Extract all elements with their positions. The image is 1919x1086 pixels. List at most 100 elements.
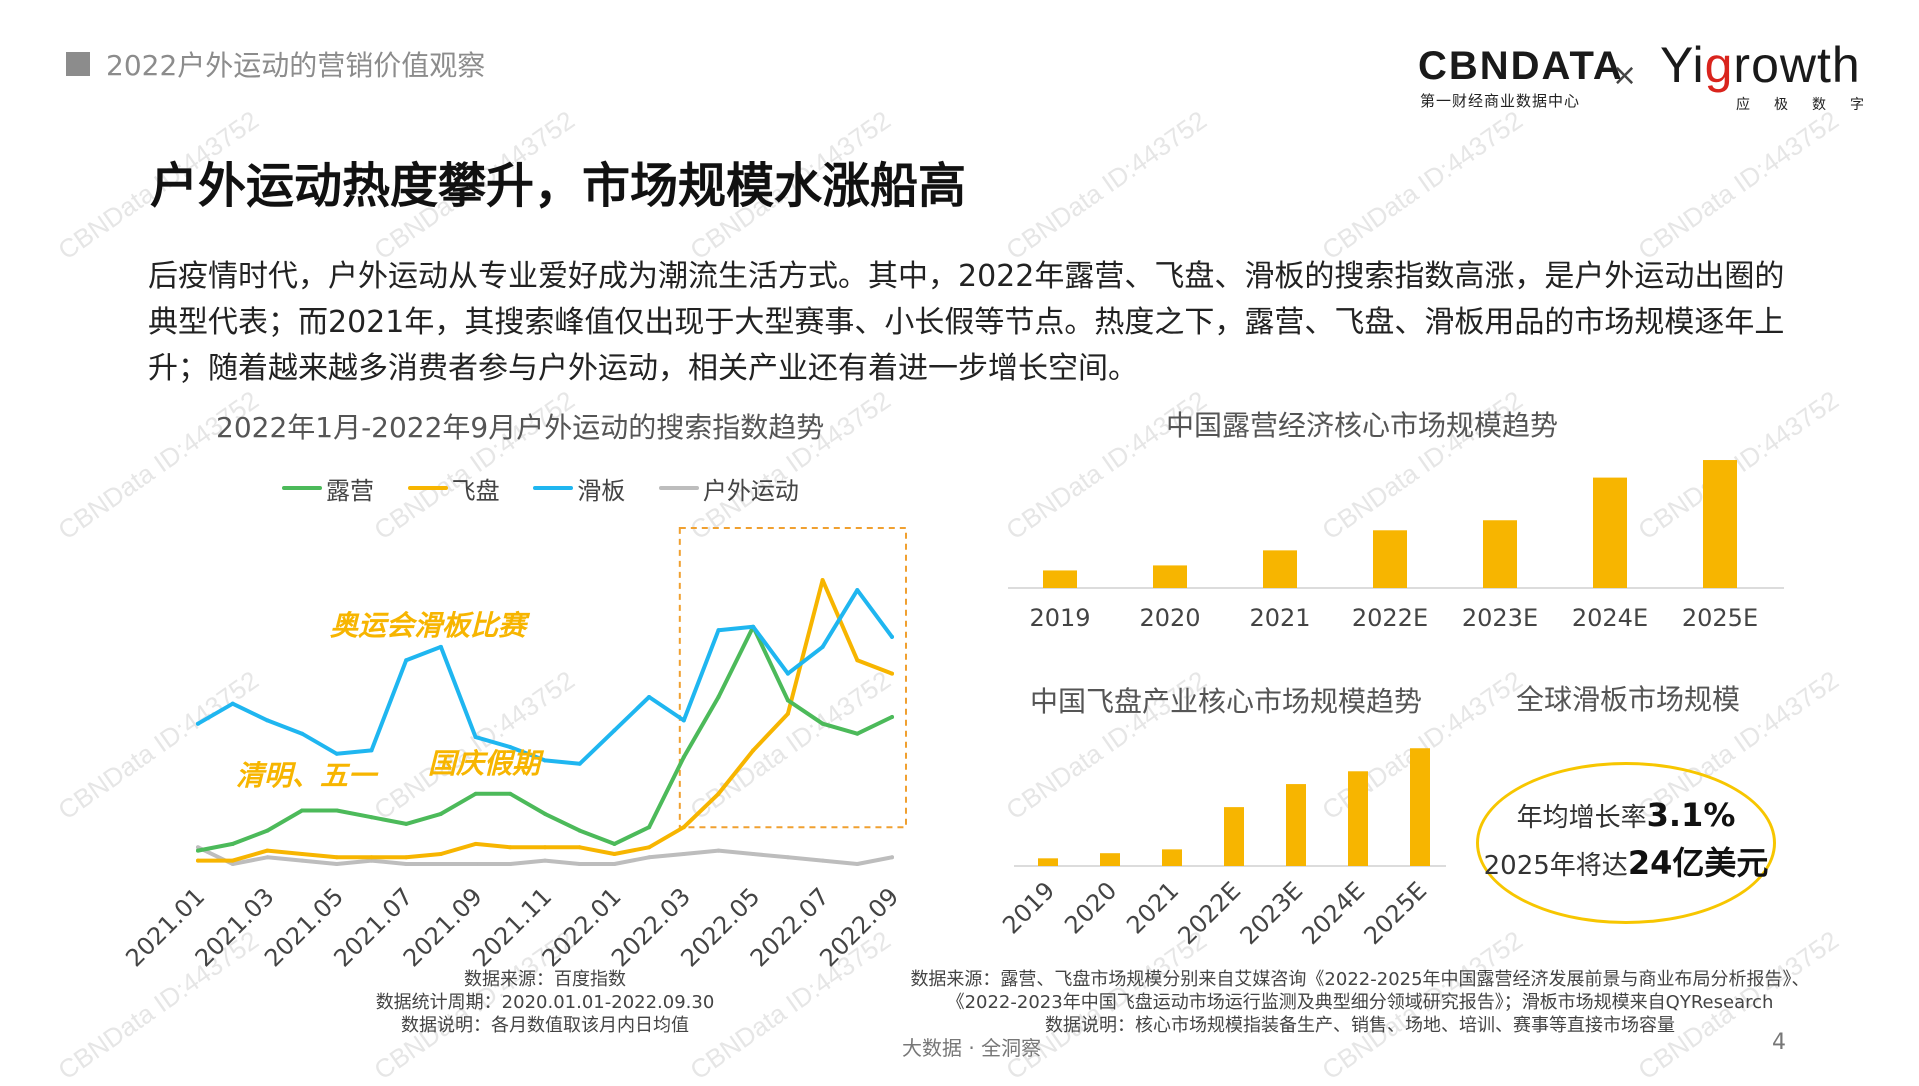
- data-point-frisbee: [751, 748, 756, 753]
- data-point-outdoor: [473, 861, 478, 866]
- data-point-frisbee: [820, 578, 825, 583]
- data-point-outdoor: [785, 855, 790, 860]
- bar-category-label: 2022E: [1352, 604, 1428, 632]
- data-point-skateboard: [438, 644, 443, 649]
- skateboard-title: 全球滑板市场规模: [1516, 683, 1741, 716]
- data-point-outdoor: [647, 855, 652, 860]
- bar-category-label: 2019: [1029, 604, 1090, 632]
- line-chart: 2021.012021.032021.052021.072021.092021.…: [120, 527, 907, 970]
- data-point-frisbee: [369, 855, 374, 860]
- cbndata-logo: CBNDATA: [1418, 44, 1624, 88]
- watermark-text: CBNData ID:443752: [1000, 104, 1212, 266]
- bar-category-label: 2025E: [1682, 604, 1758, 632]
- line-chart-title: 2022年1月-2022年9月户外运动的搜索指数趋势: [216, 411, 825, 444]
- data-point-camping: [438, 811, 443, 816]
- legend-label-frisbee: 飞盘: [451, 476, 500, 505]
- data-point-camping: [577, 828, 582, 833]
- data-point-frisbee: [785, 711, 790, 716]
- line-source-2: 数据统计周期：2020.01.01-2022.09.30: [375, 992, 715, 1013]
- series-line-skateboard: [196, 588, 894, 766]
- legend-swatch-camping: [282, 486, 322, 490]
- data-point-outdoor: [890, 855, 894, 860]
- data-point-skateboard: [820, 644, 825, 649]
- data-point-outdoor: [751, 851, 756, 856]
- camping-bar-chart: 2019 2020 2021 2022E 2023E 2024E 2025E: [1008, 460, 1784, 632]
- data-point-outdoor: [300, 858, 305, 863]
- data-point-skateboard: [230, 701, 235, 706]
- data-point-camping: [300, 808, 305, 813]
- data-point-frisbee: [300, 851, 305, 856]
- annotation-qingming: 清明、五一: [236, 759, 377, 792]
- data-point-camping: [612, 841, 617, 846]
- right-source-3: 数据说明：核心市场规模指装备生产、销售、场地、培训、赛事等直接市场容量: [1045, 1015, 1675, 1036]
- legend-item-camping: 露营: [282, 471, 374, 506]
- bar: [1043, 570, 1077, 588]
- data-point-camping: [890, 715, 894, 720]
- legend-swatch-outdoor: [658, 486, 699, 490]
- bar-category-label: 2020: [1059, 876, 1122, 939]
- page-title: 户外运动热度攀升，市场规模水涨船高: [150, 158, 967, 214]
- watermark-text: CBNData ID:443752: [1316, 104, 1528, 266]
- yigrowth-logo-g: g: [1704, 37, 1734, 93]
- data-point-frisbee: [438, 851, 443, 856]
- legend-label-camping: 露营: [326, 476, 374, 505]
- data-point-outdoor: [404, 861, 409, 866]
- yigrowth-logo: Yigrowth: [1660, 36, 1861, 94]
- bar: [1410, 748, 1430, 866]
- data-point-outdoor: [855, 861, 860, 866]
- cbndata-logo-subtitle: 第一财经商业数据中心: [1420, 92, 1581, 110]
- skateboard-2025-size: 2025年将达24亿美元: [1476, 838, 1776, 884]
- bar: [1286, 784, 1306, 866]
- camping-chart-title: 中国露营经济核心市场规模趋势: [1166, 409, 1559, 442]
- market-size-label: 2025年将达: [1483, 851, 1628, 881]
- legend-item-frisbee: 飞盘: [407, 471, 500, 506]
- bar: [1703, 460, 1737, 588]
- data-point-skateboard: [612, 728, 617, 733]
- highlight-box: [678, 527, 907, 829]
- data-point-camping: [265, 828, 270, 833]
- frisbee-chart-title: 中国飞盘产业核心市场规模趋势: [1030, 685, 1423, 718]
- right-charts-source: 数据来源：露营、飞盘市场规模分别来自艾媒咨询《2022-2025年中国露营经济发…: [880, 968, 1840, 1037]
- data-point-camping: [508, 791, 513, 796]
- data-point-camping: [647, 825, 652, 830]
- data-point-frisbee: [473, 841, 478, 846]
- bar-category-label: 2023E: [1462, 604, 1538, 632]
- data-point-frisbee: [716, 791, 721, 796]
- bar: [1038, 858, 1058, 866]
- data-point-frisbee: [196, 858, 200, 863]
- logo-separator: ×: [1612, 58, 1638, 93]
- data-point-skateboard: [785, 671, 790, 676]
- data-point-skateboard: [508, 745, 513, 750]
- bar: [1162, 849, 1182, 866]
- data-point-outdoor: [508, 861, 513, 866]
- data-point-skateboard: [647, 694, 652, 699]
- bar: [1348, 771, 1368, 866]
- skateboard-highlight-ellipse: [1476, 762, 1776, 924]
- annotation-olympics: 奥运会滑板比赛: [330, 609, 527, 642]
- legend-item-outdoor: 户外运动: [658, 471, 799, 506]
- line-source-1: 数据来源：百度指数: [464, 969, 626, 990]
- data-point-frisbee: [890, 671, 894, 676]
- bar-category-label: 2020: [1139, 604, 1200, 632]
- line-source-3: 数据说明：各月数值取该月内日均值: [401, 1015, 689, 1036]
- bar-category-label: 2023E: [1235, 876, 1309, 950]
- section-marker: [66, 52, 90, 76]
- watermark-text: CBNData ID:443752: [1632, 104, 1844, 266]
- data-point-outdoor: [716, 848, 721, 853]
- data-point-frisbee: [681, 825, 686, 830]
- data-point-outdoor: [543, 858, 547, 863]
- data-point-skateboard: [681, 718, 686, 723]
- intro-paragraph: 后疫情时代，户外运动从专业爱好成为潮流生活方式。其中，2022年露营、飞盘、滑板…: [148, 259, 1785, 386]
- bar: [1483, 520, 1517, 588]
- market-size-value: 24亿美元: [1627, 844, 1769, 882]
- data-point-frisbee: [508, 845, 513, 850]
- right-source-2: 《2022-2023年中国飞盘运动市场运行监测及典型细分领域研究报告》；滑板市场…: [946, 992, 1774, 1013]
- data-point-frisbee: [647, 845, 652, 850]
- data-point-skateboard: [196, 721, 200, 726]
- growth-rate-label: 年均增长率: [1516, 803, 1647, 833]
- data-point-frisbee: [265, 848, 270, 853]
- data-point-outdoor: [369, 858, 374, 863]
- data-point-skateboard: [890, 634, 894, 639]
- data-point-outdoor: [196, 845, 200, 850]
